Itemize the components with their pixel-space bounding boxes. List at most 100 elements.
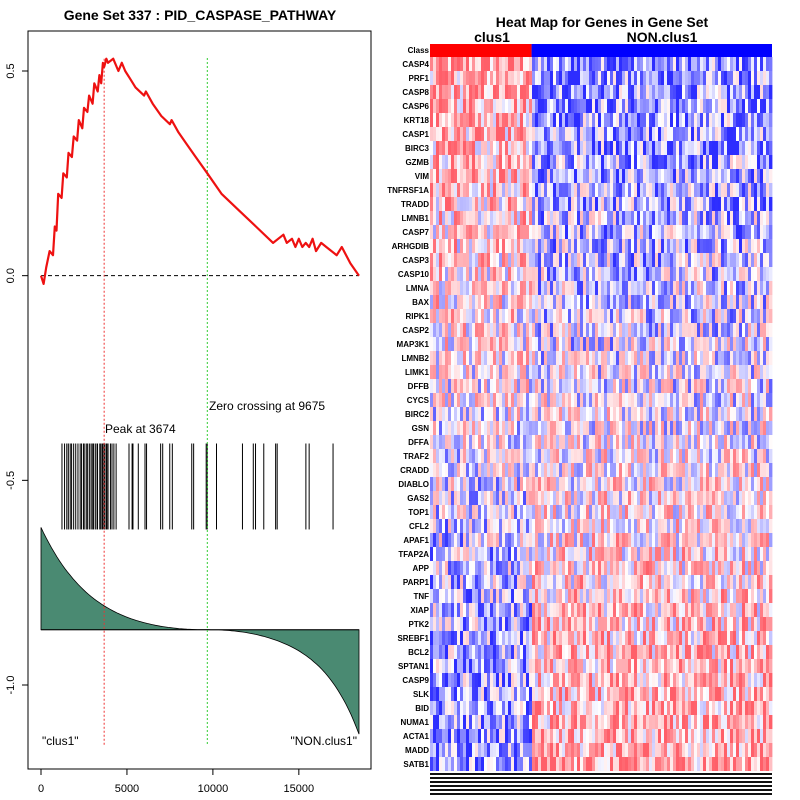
heatmap-cell <box>448 589 452 603</box>
heatmap-cell <box>553 561 557 575</box>
heatmap-cell <box>709 505 713 519</box>
heatmap-cell <box>475 169 479 183</box>
heatmap-cell <box>541 183 545 197</box>
heatmap-cell <box>511 309 515 323</box>
heatmap-cell <box>430 589 434 603</box>
heatmap-cell <box>559 491 563 505</box>
heatmap-cell <box>691 99 695 113</box>
heatmap-cell <box>718 617 722 631</box>
heatmap-cell <box>646 99 650 113</box>
heatmap-cell <box>481 99 485 113</box>
heatmap-cell <box>457 57 461 71</box>
heatmap-cell <box>466 113 470 127</box>
heatmap-cell <box>469 379 473 393</box>
heatmap-cell <box>460 113 464 127</box>
heatmap-cell <box>697 589 701 603</box>
heatmap-cell <box>610 155 614 169</box>
heatmap-cell <box>721 197 725 211</box>
heatmap-cell <box>640 463 644 477</box>
heatmap-cell <box>766 393 770 407</box>
heatmap-cell <box>718 71 722 85</box>
heatmap-cell <box>433 85 437 99</box>
heatmap-cell <box>454 547 458 561</box>
heatmap-cell <box>661 57 665 71</box>
heatmap-cell <box>664 505 668 519</box>
heatmap-cell <box>664 71 668 85</box>
heatmap-class-label-clus1: clus1 <box>474 29 510 45</box>
heatmap-cell <box>511 197 515 211</box>
heatmap-cell <box>508 57 512 71</box>
heatmap-cell <box>613 197 617 211</box>
heatmap-cell <box>556 575 560 589</box>
heatmap-cell <box>760 85 764 99</box>
heatmap-cell <box>631 505 635 519</box>
heatmap-cell <box>727 323 731 337</box>
heatmap-cell <box>670 211 674 225</box>
heatmap-cell <box>469 491 473 505</box>
heatmap-cell <box>493 407 497 421</box>
heatmap-cell <box>730 435 734 449</box>
heatmap-cell <box>574 631 578 645</box>
heatmap-cell <box>622 225 626 239</box>
heatmap-cell <box>565 71 569 85</box>
heatmap-cell <box>709 631 713 645</box>
heatmap-cell <box>625 547 629 561</box>
heatmap-cell <box>694 239 698 253</box>
heatmap-cell <box>604 281 608 295</box>
heatmap-cell <box>481 57 485 71</box>
heatmap-cell <box>694 309 698 323</box>
heatmap-cell <box>748 71 752 85</box>
heatmap-cell <box>544 225 548 239</box>
heatmap-cell <box>547 547 551 561</box>
heatmap-cell <box>754 309 758 323</box>
heatmap-cell <box>580 225 584 239</box>
heatmap-cell <box>745 421 749 435</box>
heatmap-cell <box>493 351 497 365</box>
heatmap-cell <box>568 127 572 141</box>
heatmap-cell <box>559 631 563 645</box>
heatmap-cell <box>574 561 578 575</box>
heatmap-cell <box>694 421 698 435</box>
heatmap-cell <box>724 253 728 267</box>
heatmap-cell <box>550 393 554 407</box>
heatmap-cell <box>487 211 491 225</box>
heatmap-cell <box>655 519 659 533</box>
heatmap-cell <box>736 169 740 183</box>
heatmap-cell <box>694 477 698 491</box>
heatmap-cell <box>490 267 494 281</box>
heatmap-cell <box>463 449 467 463</box>
heatmap-cell <box>601 113 605 127</box>
heatmap-cell <box>484 617 488 631</box>
heatmap-cell <box>700 141 704 155</box>
heatmap-cell <box>559 295 563 309</box>
heatmap-cell <box>556 127 560 141</box>
heatmap-cell <box>475 463 479 477</box>
heatmap-cell <box>442 281 446 295</box>
heatmap-cell <box>490 309 494 323</box>
heatmap-cell <box>568 617 572 631</box>
heatmap-cell <box>697 225 701 239</box>
heatmap-cell <box>712 519 716 533</box>
heatmap-cell <box>718 463 722 477</box>
heatmap-cell <box>562 127 566 141</box>
heatmap-cell <box>460 365 464 379</box>
heatmap-cell <box>469 589 473 603</box>
heatmap-cell <box>631 99 635 113</box>
heatmap-cell <box>502 589 506 603</box>
heatmap-cell <box>550 407 554 421</box>
heatmap-cell <box>610 365 614 379</box>
heatmap-cell <box>751 617 755 631</box>
heatmap-cell <box>514 505 518 519</box>
heatmap-cell <box>730 365 734 379</box>
heatmap-cell <box>499 575 503 589</box>
heatmap-cell <box>682 533 686 547</box>
heatmap-cell <box>502 463 506 477</box>
heatmap-cell <box>655 631 659 645</box>
heatmap-cell <box>595 281 599 295</box>
heatmap-cell <box>673 85 677 99</box>
heatmap-cell <box>490 575 494 589</box>
heatmap-cell <box>703 533 707 547</box>
heatmap-cell <box>703 337 707 351</box>
heatmap-cell <box>481 589 485 603</box>
heatmap-cell <box>658 477 662 491</box>
